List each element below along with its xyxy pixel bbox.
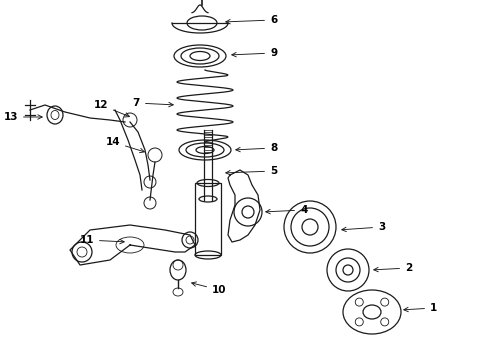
Text: 10: 10 bbox=[192, 282, 226, 295]
Text: 2: 2 bbox=[374, 263, 412, 273]
Bar bbox=[195, 183, 221, 255]
Text: 1: 1 bbox=[404, 303, 437, 313]
Text: 5: 5 bbox=[226, 166, 277, 176]
Text: 13: 13 bbox=[3, 112, 42, 122]
Text: 14: 14 bbox=[105, 137, 145, 153]
Text: 6: 6 bbox=[226, 15, 277, 25]
Text: 9: 9 bbox=[232, 48, 277, 58]
Text: 8: 8 bbox=[236, 143, 277, 153]
Text: 4: 4 bbox=[266, 205, 307, 215]
Text: 3: 3 bbox=[342, 222, 385, 232]
Text: 12: 12 bbox=[94, 100, 129, 117]
Text: 7: 7 bbox=[133, 98, 173, 108]
Text: 11: 11 bbox=[79, 235, 124, 245]
